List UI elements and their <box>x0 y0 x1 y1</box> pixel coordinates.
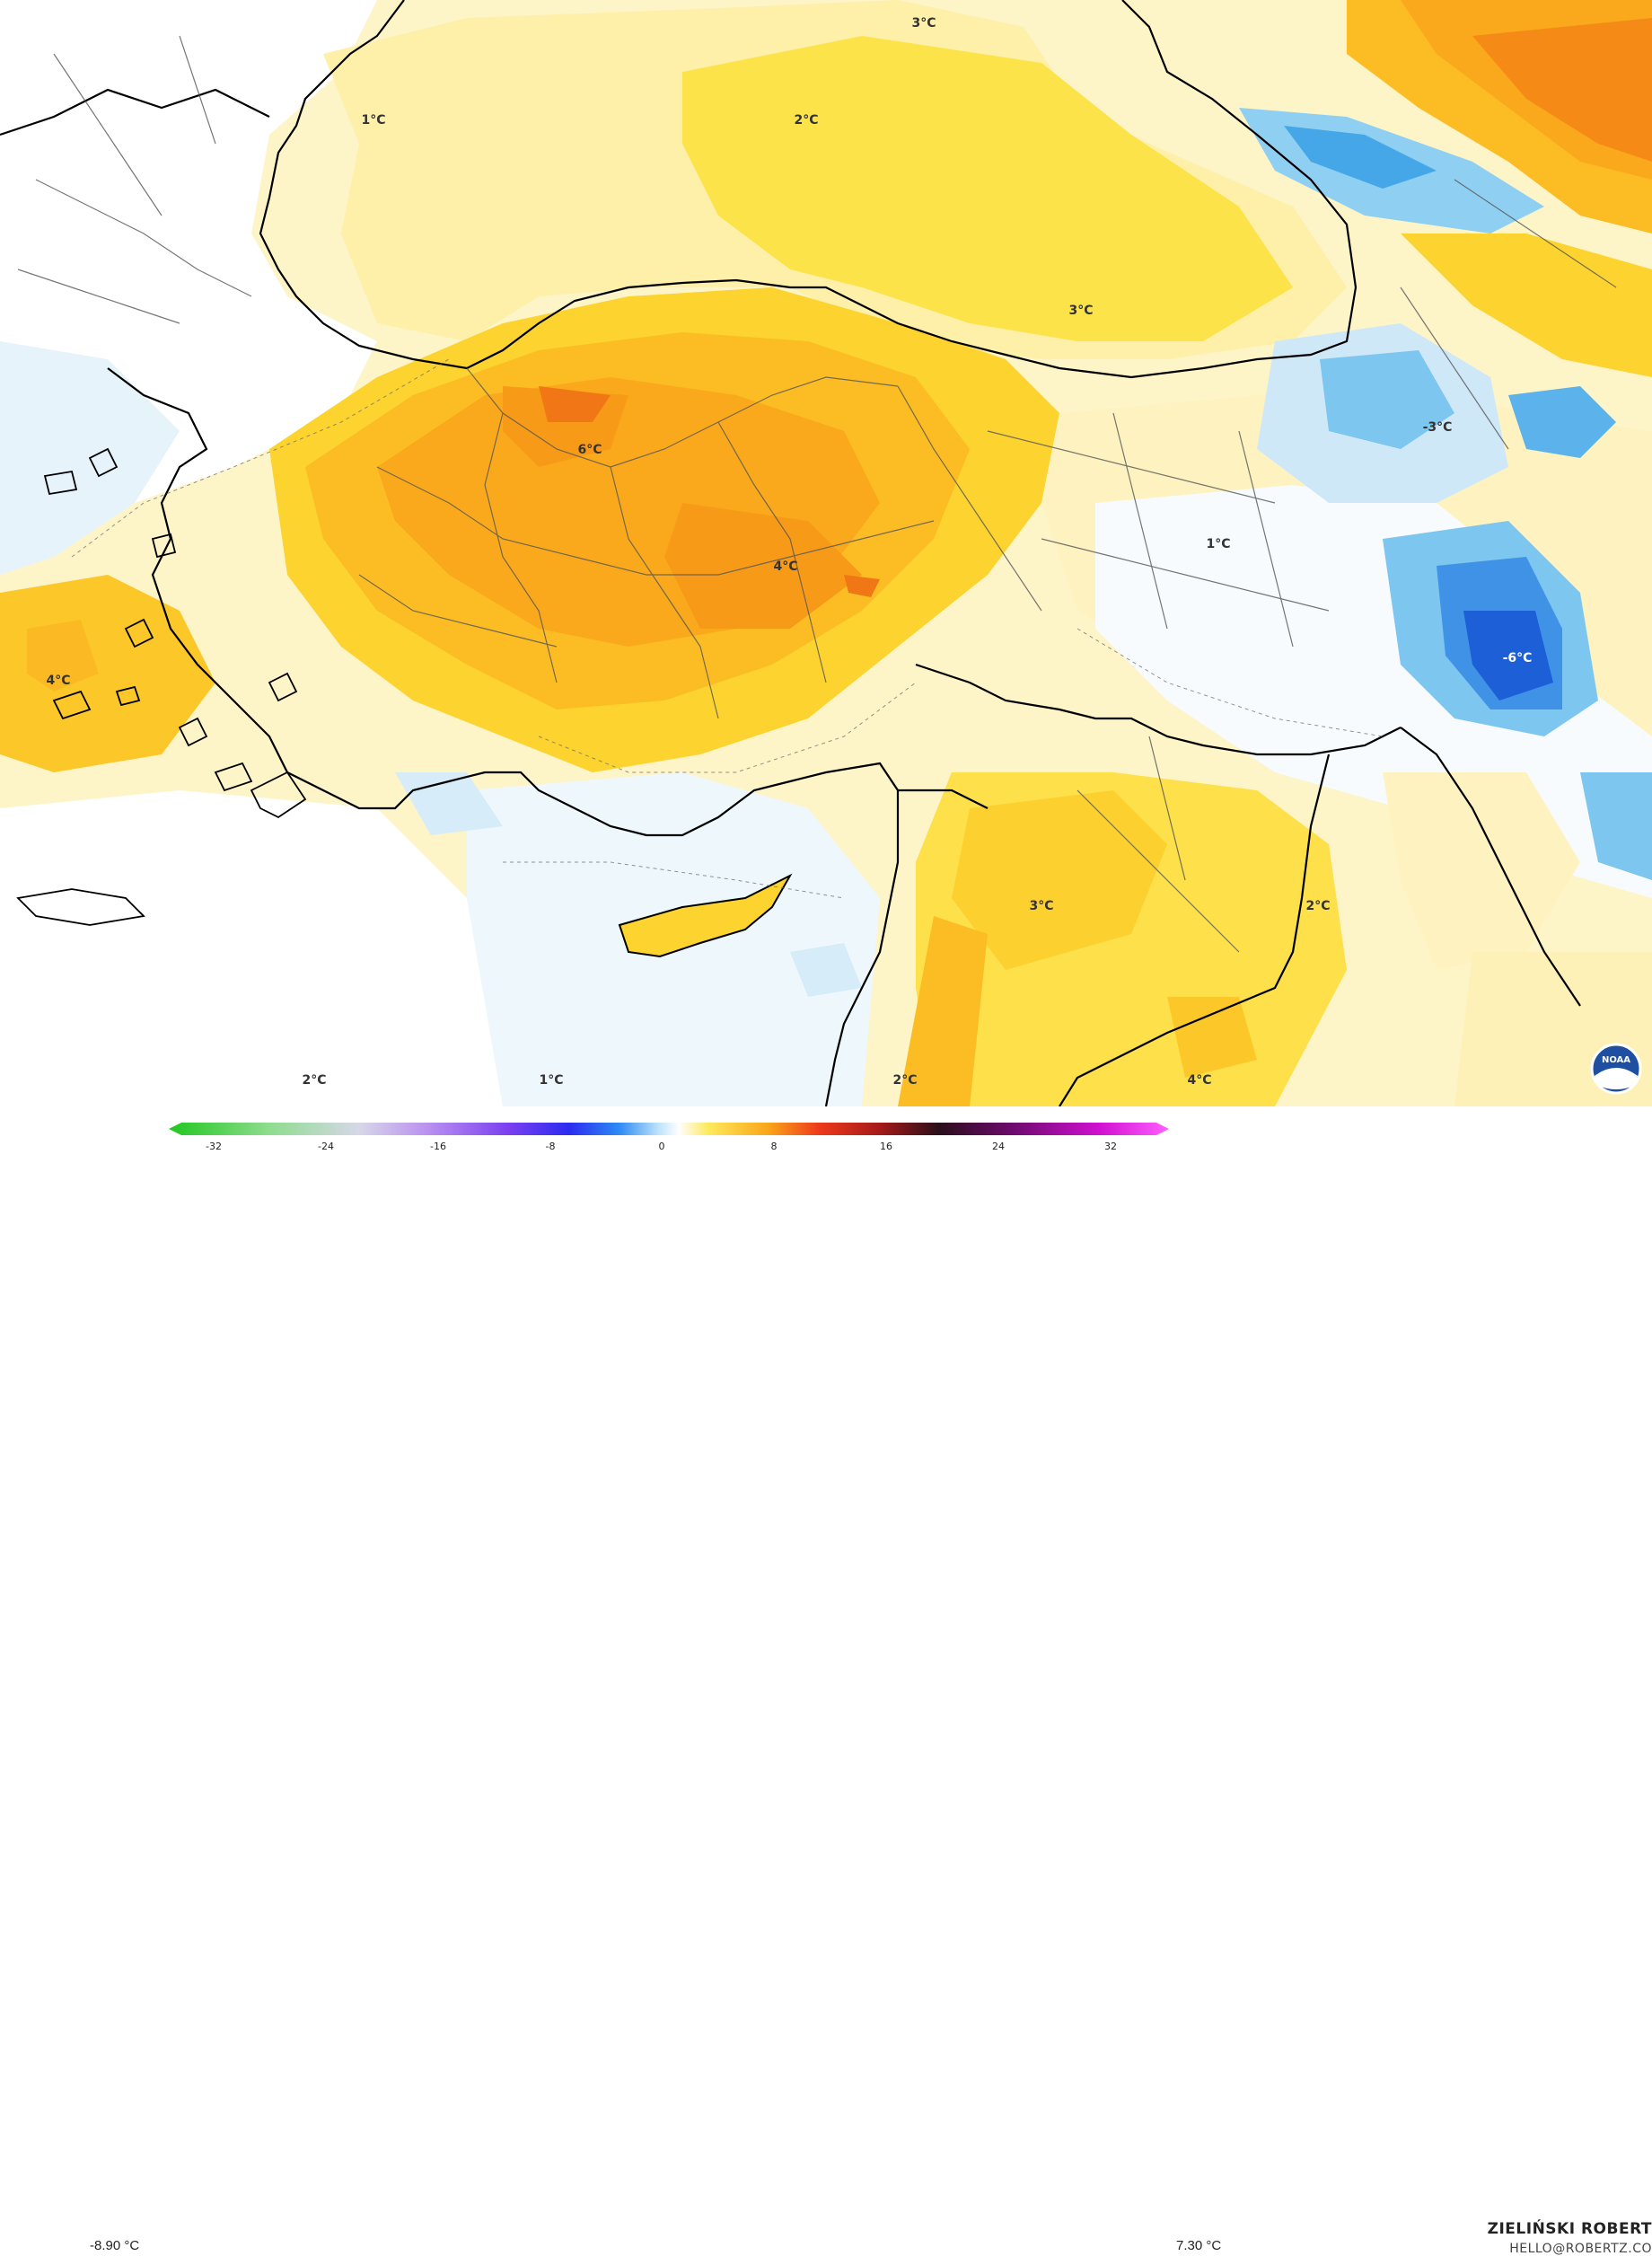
legend-tick: -32 <box>206 1141 222 1152</box>
author-email: HELLO@ROBERTZ.CO <box>1509 2242 1652 2256</box>
temp-label: 6°C <box>577 443 602 457</box>
legend-tick: 0 <box>659 1141 665 1152</box>
temperature-labels: 1°C 2°C 3°C 3°C 6°C 4°C 1°C -3°C -6°C 4°… <box>46 16 1532 1088</box>
author-name: ZIELIŃSKI ROBERT <box>1487 2220 1652 2238</box>
legend-max-value: 7.30 °C <box>1176 2238 1222 2253</box>
legend-tick: -8 <box>546 1141 556 1152</box>
temp-label: 2°C <box>892 1073 917 1088</box>
temp-label: 3°C <box>1029 899 1053 913</box>
temp-label: 1°C <box>1206 537 1230 551</box>
temp-label: 1°C <box>539 1073 563 1088</box>
temp-label: 1°C <box>361 113 385 128</box>
legend-tick: 24 <box>992 1141 1005 1152</box>
legend-tick: -16 <box>430 1141 446 1152</box>
legend-tick: 32 <box>1104 1141 1117 1152</box>
temp-label: 4°C <box>1187 1073 1211 1088</box>
temp-label: -6°C <box>1503 651 1533 665</box>
legend-tick: -24 <box>318 1141 334 1152</box>
temp-label: 3°C <box>911 16 936 31</box>
temp-label: 2°C <box>1305 899 1330 913</box>
legend-tick: 8 <box>771 1141 778 1152</box>
temp-label: 2°C <box>794 113 818 128</box>
temp-label: 4°C <box>46 674 70 688</box>
noaa-logo: NOAA <box>1590 1043 1642 1095</box>
temp-label: -3°C <box>1423 420 1453 435</box>
branding: ZIELIŃSKI ROBERT HELLO@ROBERTZ.CO <box>1488 2220 1652 2256</box>
temp-label: 2°C <box>302 1073 326 1088</box>
temperature-anomaly-map: 1°C 2°C 3°C 3°C 6°C 4°C 1°C -3°C -6°C 4°… <box>0 0 1652 1106</box>
color-legend: -8.90 °C <box>0 1106 1652 2256</box>
legend-min-value: -8.90 °C <box>90 2238 140 2253</box>
legend-colorbar: -32 -24 -16 -8 0 8 16 24 32 <box>169 1123 1169 1152</box>
temp-label: 4°C <box>773 560 797 574</box>
temp-label: 3°C <box>1068 304 1093 318</box>
legend-tick: 16 <box>880 1141 892 1152</box>
svg-text:NOAA: NOAA <box>1602 1055 1630 1065</box>
